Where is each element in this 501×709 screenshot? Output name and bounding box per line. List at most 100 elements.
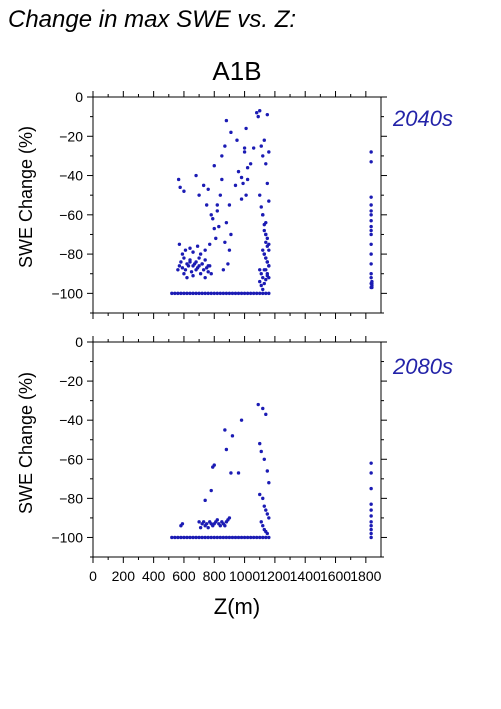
data-point <box>265 469 270 473</box>
data-point <box>203 498 207 503</box>
data-point <box>369 195 373 199</box>
data-point <box>369 203 373 207</box>
data-point <box>264 268 268 272</box>
plot-frame <box>92 96 382 314</box>
data-point <box>267 199 271 203</box>
data-point <box>233 291 238 296</box>
data-point <box>262 281 266 286</box>
data-point <box>264 232 268 237</box>
data-point <box>245 165 250 170</box>
data-point <box>223 428 227 432</box>
data-point <box>215 518 219 522</box>
data-point <box>369 150 373 154</box>
data-point <box>185 275 189 280</box>
data-point <box>215 535 219 540</box>
data-point <box>236 471 241 475</box>
data-point <box>212 164 216 168</box>
y-tick-label: 0 <box>75 334 83 350</box>
data-point <box>206 270 210 274</box>
data-point <box>255 111 259 115</box>
data-point <box>230 434 235 438</box>
data-point <box>256 114 260 119</box>
data-point <box>265 244 270 248</box>
x-axis-label: Z(m) <box>214 594 260 619</box>
data-point <box>201 268 206 272</box>
data-point <box>265 260 270 264</box>
panel-2040s: SWE Change (%) 2040s 0 −20 −40 −60 −80 −100 <box>16 89 453 319</box>
data-point <box>369 502 373 506</box>
data-point <box>262 504 266 508</box>
data-point <box>176 177 181 182</box>
x-tick-label: 600 <box>172 568 196 584</box>
data-point <box>251 146 256 150</box>
data-point <box>261 213 265 217</box>
x-tick-labels: 0 200 400 600 800 1000 1200 1400 1600 1800 <box>89 568 382 584</box>
data-point <box>221 291 226 296</box>
data-point <box>256 402 260 407</box>
y-tick-label: −40 <box>59 168 83 184</box>
data-point <box>195 244 200 248</box>
data-point <box>265 112 270 117</box>
data-point <box>198 272 203 276</box>
data-point <box>258 441 262 446</box>
data-point <box>194 173 198 178</box>
data-point <box>264 240 268 245</box>
data-point <box>177 264 182 268</box>
data-point <box>369 514 373 518</box>
data-point <box>258 279 262 284</box>
data-point <box>183 268 188 272</box>
data-point <box>229 471 233 475</box>
data-point <box>369 461 373 465</box>
data-point <box>261 524 265 528</box>
data-point <box>261 406 265 411</box>
data-point <box>204 522 209 526</box>
data-point <box>182 535 186 540</box>
x-tick-label: 1200 <box>259 568 290 584</box>
data-point <box>183 248 188 252</box>
data-point <box>214 236 218 241</box>
data-point <box>176 268 180 272</box>
data-point <box>211 217 215 221</box>
data-point <box>203 535 207 540</box>
data-point <box>261 496 265 501</box>
data-point <box>215 291 219 296</box>
plot-frame <box>92 341 382 558</box>
data-point <box>248 535 253 540</box>
data-point <box>218 291 223 296</box>
data-point <box>188 535 192 540</box>
x-ticks <box>92 336 367 563</box>
data-point <box>369 281 373 286</box>
data-point <box>227 203 232 207</box>
data-point <box>173 291 177 296</box>
data-point <box>369 219 373 223</box>
data-point <box>239 197 244 201</box>
data-point <box>206 187 210 191</box>
data-point <box>245 291 250 296</box>
data-point <box>259 144 263 148</box>
data-point <box>170 291 174 296</box>
data-point <box>203 275 207 280</box>
data-point <box>220 154 224 158</box>
data-point <box>267 248 271 252</box>
y-tick-label: −20 <box>59 128 83 144</box>
data-point <box>369 535 373 540</box>
data-point <box>262 138 266 142</box>
data-point <box>218 524 223 528</box>
data-point <box>230 291 235 296</box>
data-point <box>255 535 259 540</box>
data-point <box>251 535 256 540</box>
data-point <box>255 291 259 296</box>
data-point <box>170 535 174 540</box>
data-point <box>176 535 180 540</box>
data-point <box>197 291 201 296</box>
data-point <box>177 242 182 246</box>
data-point <box>191 535 195 540</box>
data-point <box>258 291 262 296</box>
data-point <box>239 418 244 422</box>
data-point <box>235 138 239 142</box>
data-point <box>179 291 183 296</box>
data-point <box>369 224 373 229</box>
data-point <box>261 535 265 540</box>
data-point <box>242 291 247 296</box>
data-point <box>239 535 244 540</box>
